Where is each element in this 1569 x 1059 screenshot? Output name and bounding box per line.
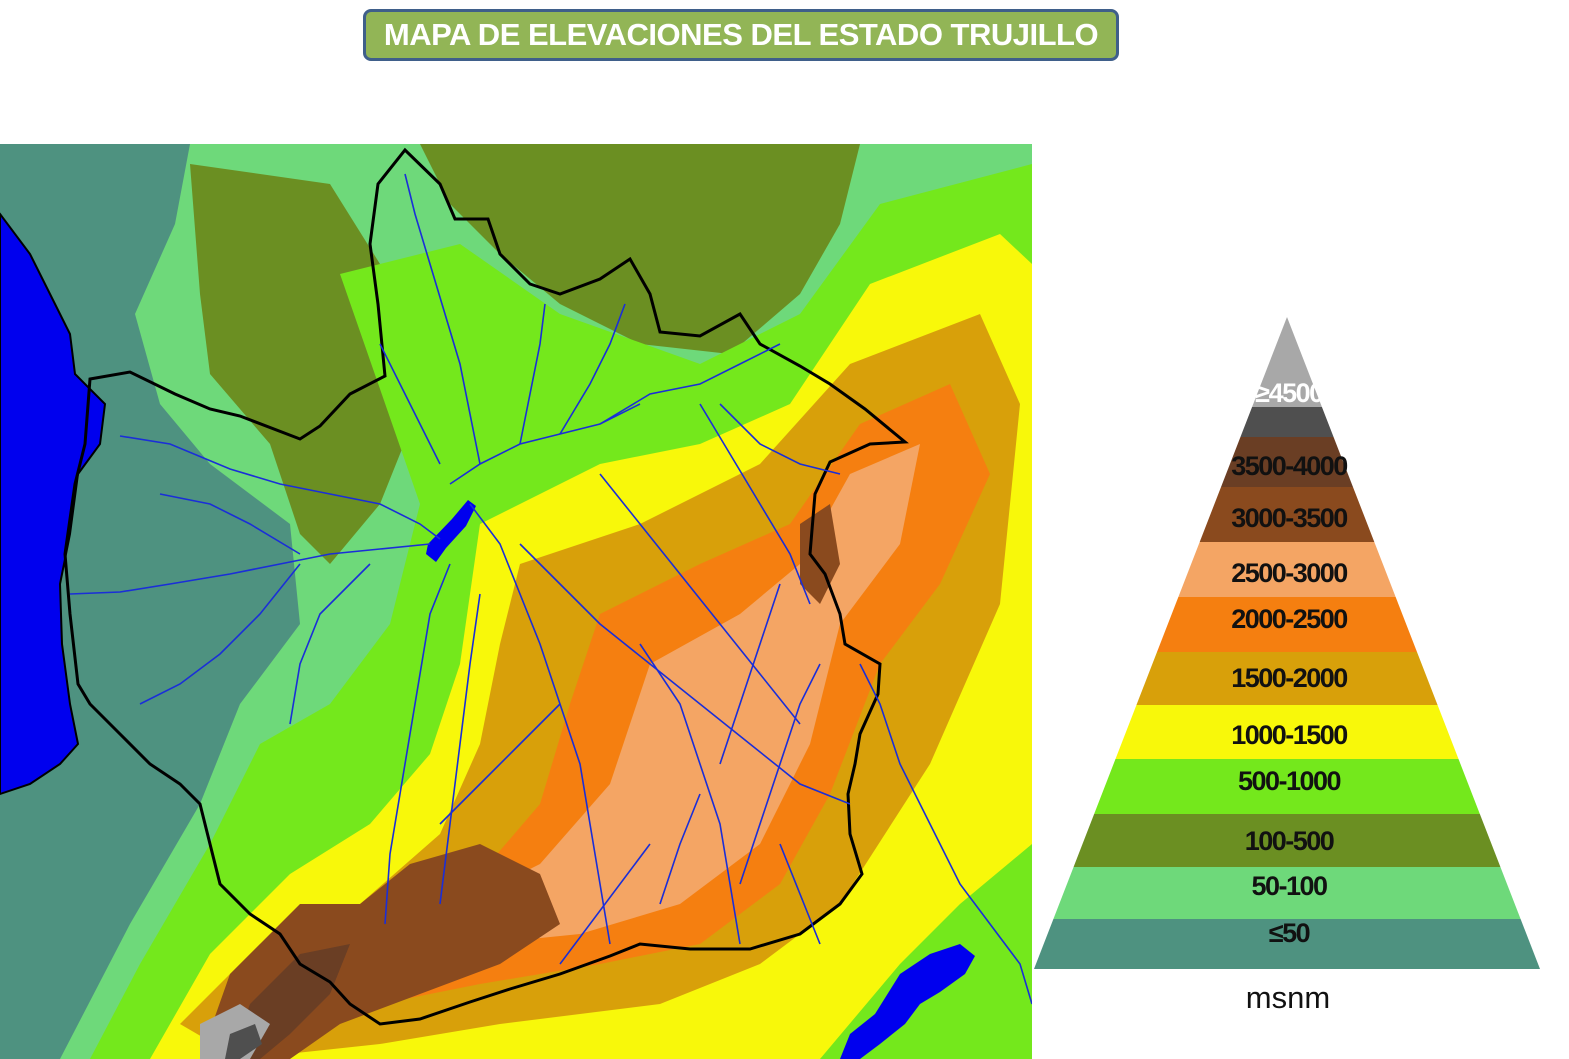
legend-band — [1252, 317, 1322, 407]
lake-maracaibo — [0, 212, 107, 796]
summit-dark — [225, 1024, 262, 1059]
legend-label: 1000-1500 — [1231, 720, 1347, 750]
northern-hills — [420, 144, 860, 354]
map-title: MAPA DE ELEVACIONES DEL ESTADO TRUJILLO — [383, 17, 1099, 52]
legend-band — [1053, 867, 1521, 919]
reservoir-west — [426, 500, 476, 562]
legend-band — [1073, 814, 1501, 867]
reservoir-southeast — [840, 944, 975, 1059]
western-hills — [190, 164, 420, 564]
legend-label: 1500-2000 — [1231, 663, 1347, 693]
legend-bands — [1034, 317, 1540, 969]
map-title-box: MAPA DE ELEVACIONES DEL ESTADO TRUJILLO — [363, 9, 1119, 61]
legend-unit-label: msnm — [1245, 980, 1331, 1015]
legend-band — [1240, 407, 1334, 437]
highland-band-3 — [320, 444, 920, 984]
legend-label: 50-100 — [1251, 871, 1327, 901]
legend-band — [1094, 759, 1480, 814]
legend-band — [1199, 487, 1375, 542]
legend-band — [1136, 652, 1438, 705]
legend-band — [1034, 919, 1540, 969]
peak-zone-east — [800, 504, 840, 604]
legend-band — [1157, 597, 1417, 652]
state-boundary — [63, 147, 909, 1026]
elevation-legend: ≥4500 3500-4000 3000-3500 2500-3000 2000-250… — [1030, 312, 1544, 972]
legend-label: 100-500 — [1245, 826, 1334, 856]
legend-label: 500-1000 — [1238, 766, 1341, 796]
river-network — [69, 173, 1032, 1005]
legend-label: 2000-2500 — [1231, 604, 1347, 634]
legend-label: ≥4500 — [1255, 378, 1323, 408]
legend-labels: ≥4500 3500-4000 3000-3500 2500-3000 2000-250… — [1231, 378, 1349, 948]
legend-band — [1178, 542, 1396, 597]
legend-label: 3000-3500 — [1231, 503, 1347, 533]
legend-band — [1221, 437, 1353, 487]
legend-label: ≤50 — [1269, 918, 1310, 948]
legend-label: 2500-3000 — [1231, 558, 1347, 588]
legend-band — [1115, 705, 1459, 759]
legend-label: 3500-4000 — [1231, 451, 1347, 481]
elevation-map — [0, 144, 1032, 1059]
